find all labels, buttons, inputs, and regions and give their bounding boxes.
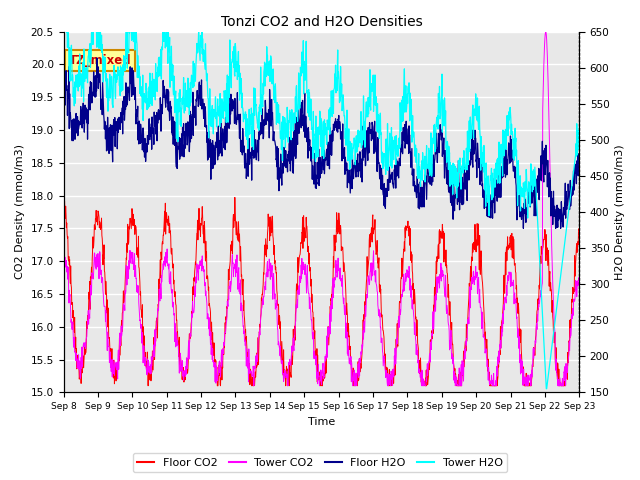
Legend: Floor CO2, Tower CO2, Floor H2O, Tower H2O: Floor CO2, Tower CO2, Floor H2O, Tower H… <box>133 453 507 472</box>
Text: TZ_mixed: TZ_mixed <box>68 54 131 67</box>
Title: Tonzi CO2 and H2O Densities: Tonzi CO2 and H2O Densities <box>221 15 422 29</box>
Y-axis label: H2O Density (mmol/m3): H2O Density (mmol/m3) <box>615 144 625 280</box>
Y-axis label: CO2 Density (mmol/m3): CO2 Density (mmol/m3) <box>15 144 25 279</box>
X-axis label: Time: Time <box>308 417 335 427</box>
